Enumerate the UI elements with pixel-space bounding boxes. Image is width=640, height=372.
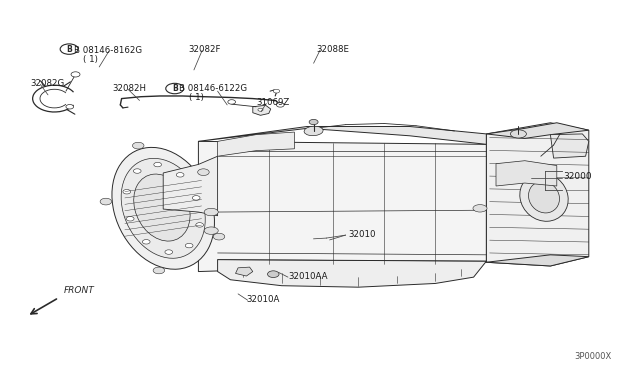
Polygon shape xyxy=(486,123,589,138)
Circle shape xyxy=(132,142,144,149)
Circle shape xyxy=(123,189,131,194)
Circle shape xyxy=(166,83,184,94)
Ellipse shape xyxy=(529,182,559,213)
Circle shape xyxy=(276,103,284,107)
Polygon shape xyxy=(496,161,557,186)
Circle shape xyxy=(143,240,150,244)
Circle shape xyxy=(154,162,161,167)
Circle shape xyxy=(273,89,280,93)
Ellipse shape xyxy=(520,173,568,221)
Circle shape xyxy=(153,267,164,274)
Text: 3P0000X: 3P0000X xyxy=(574,352,611,361)
Circle shape xyxy=(228,100,236,104)
Polygon shape xyxy=(550,134,589,158)
Text: 32082F: 32082F xyxy=(189,45,221,54)
Polygon shape xyxy=(198,126,486,144)
Circle shape xyxy=(126,217,134,221)
Polygon shape xyxy=(486,255,589,266)
Circle shape xyxy=(193,196,200,200)
Circle shape xyxy=(258,108,263,111)
Ellipse shape xyxy=(204,227,218,234)
Polygon shape xyxy=(198,141,486,272)
Ellipse shape xyxy=(112,147,214,269)
Circle shape xyxy=(176,173,184,177)
Polygon shape xyxy=(218,132,294,156)
Text: 32082G: 32082G xyxy=(31,79,65,88)
Ellipse shape xyxy=(511,130,527,138)
Ellipse shape xyxy=(204,208,218,216)
Text: B 08146-6122G: B 08146-6122G xyxy=(179,84,247,93)
Ellipse shape xyxy=(121,158,205,258)
Circle shape xyxy=(100,198,111,205)
Text: 32010A: 32010A xyxy=(246,295,280,304)
Text: 32010AA: 32010AA xyxy=(288,272,328,280)
Circle shape xyxy=(165,250,173,254)
Polygon shape xyxy=(218,260,486,287)
Text: 32082H: 32082H xyxy=(112,84,146,93)
Ellipse shape xyxy=(304,126,323,136)
Text: ( 1): ( 1) xyxy=(189,93,204,102)
Ellipse shape xyxy=(134,174,190,241)
Circle shape xyxy=(268,271,279,278)
Text: 31069Z: 31069Z xyxy=(256,98,289,107)
Circle shape xyxy=(186,243,193,248)
Circle shape xyxy=(198,169,209,176)
Polygon shape xyxy=(253,105,271,115)
Text: FRONT: FRONT xyxy=(64,286,95,295)
Text: ( 1): ( 1) xyxy=(83,55,98,64)
Circle shape xyxy=(133,169,141,173)
Circle shape xyxy=(66,105,74,109)
Polygon shape xyxy=(163,156,218,216)
Text: B: B xyxy=(172,84,177,93)
Text: B: B xyxy=(67,45,72,54)
Circle shape xyxy=(196,223,204,227)
Circle shape xyxy=(213,233,225,240)
Text: 32000: 32000 xyxy=(563,172,592,181)
Text: 32088E: 32088E xyxy=(317,45,350,54)
Text: B 08146-8162G: B 08146-8162G xyxy=(74,46,141,55)
Circle shape xyxy=(60,44,78,54)
Polygon shape xyxy=(236,267,253,276)
Circle shape xyxy=(309,119,318,125)
Ellipse shape xyxy=(473,205,487,212)
Text: 32010: 32010 xyxy=(349,230,376,239)
Polygon shape xyxy=(486,123,589,266)
Circle shape xyxy=(71,72,80,77)
